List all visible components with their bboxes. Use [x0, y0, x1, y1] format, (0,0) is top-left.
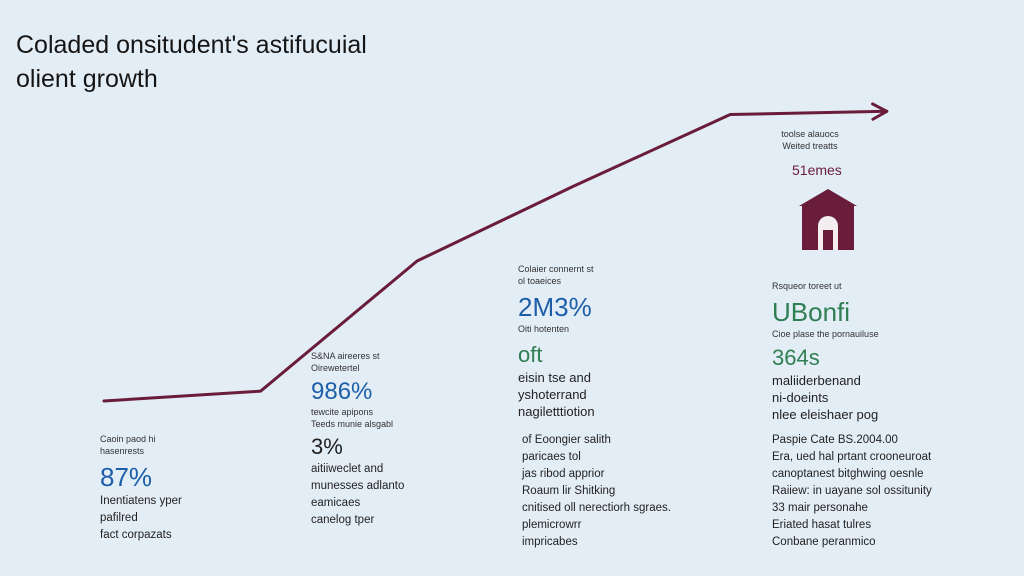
stage-4-caption: Rsqueor toreet ut	[772, 281, 842, 291]
stage-2-caption: S&NA aireeres st	[311, 351, 380, 361]
stage-4-mid-1: maliiderbenand	[772, 373, 861, 388]
stage-4-notes: Paspie Cate BS.2004.00 Era, ued hal prta…	[772, 432, 1012, 551]
stage-1: Caoin paod hi hasenrests 87% Inentiatens…	[100, 433, 250, 544]
stage-3-line-3: jas ribod apprior	[522, 468, 605, 480]
stage-1-caption-2: hasenrests	[100, 446, 145, 456]
stage-2-sub-2: Teeds munie alsgabl	[311, 419, 394, 429]
stage-2-value-2: 3%	[311, 434, 343, 459]
stage-4-value: UBonfi	[772, 297, 851, 327]
stage-4: Rsqueor toreet ut UBonfi Cioe plase the …	[772, 280, 1002, 423]
bank-building-icon	[799, 189, 857, 250]
stage-4-line-5: 33 mair personahe	[772, 502, 868, 514]
stage-4-top-1: toolse alauocs	[781, 129, 839, 139]
stage-4-line-6: Eriated hasat tulres	[772, 519, 872, 531]
stage-4-sub-1: Cioe plase the pornauiluse	[772, 329, 879, 339]
stage-3-sub-1: Oiti hotenten	[518, 324, 570, 334]
stage-4-line-7: Conbane peranmico	[772, 536, 876, 548]
stage-3-notes: of Eoongier salith paricaes tol jas ribo…	[522, 432, 752, 551]
growth-arrowhead	[871, 102, 889, 121]
stage-3-line-1: of Eoongier salith	[522, 434, 611, 446]
stage-4-line-3: canoptanest bitghwing oesnle	[772, 468, 924, 480]
stage-4-top-2: Weited treatts	[782, 141, 838, 151]
growth-line	[102, 109, 889, 403]
stage-3-mid-3: nagiletttiotion	[518, 404, 595, 419]
stage-4-line-4: Raiiew: in uayane sol ossitunity	[772, 485, 932, 497]
stage-2-sub-1: tewcite apipons	[311, 407, 374, 417]
stage-4-top-caption: toolse alauocs Weited treatts	[760, 128, 860, 152]
stage-3-line-6: plemicrowrr	[522, 519, 582, 531]
stage-3-line-4: Roaum lir Shitking	[522, 485, 616, 497]
stage-2-line-4: canelog tper	[311, 514, 375, 526]
stage-4-label: 51emes	[792, 162, 842, 178]
stage-4-line-2: Era, ued hal prtant crooneuroat	[772, 451, 932, 463]
stage-4-line-1: Paspie Cate BS.2004.00	[772, 434, 898, 446]
stage-1-line-3: fact corpazats	[100, 529, 172, 541]
stage-3-line-7: impricabes	[522, 536, 578, 548]
stage-3-line-2: paricaes tol	[522, 451, 581, 463]
stage-3-line-5: cnitised oll nerectiorh sgraes.	[522, 502, 671, 514]
stage-1-caption: Caoin paod hi	[100, 434, 156, 444]
stage-2-caption-2: Oirewetertel	[311, 363, 360, 373]
stage-2-line-2: munesses adlanto	[311, 480, 405, 492]
stage-1-line-2: pafilred	[100, 512, 138, 524]
stage-1-value: 87%	[100, 462, 153, 492]
stage-4-mid-3: nlee eleishaer pog	[772, 407, 879, 422]
stage-3-value-2: oft	[518, 342, 543, 367]
stage-4-value-2: 364s	[772, 345, 820, 370]
stage-3-caption: Colaier connernt st	[518, 264, 594, 274]
stage-2: S&NA aireeres st Oirewetertel 986% tewci…	[311, 350, 461, 529]
stage-3-mid-2: yshoterrand	[518, 387, 587, 402]
title-line-1: Coladed onsitudent's astifucuial	[16, 31, 367, 59]
stage-2-line-1: aitiiweclet and	[311, 463, 384, 475]
stage-3-mid-1: eisin tse and	[518, 370, 591, 385]
stage-3-caption-2: ol toaeices	[518, 276, 562, 286]
stage-3: Colaier connernt st ol toaeices 2M3% Oit…	[518, 263, 718, 420]
stage-4-mid-2: ni-doeints	[772, 390, 829, 405]
stage-3-value: 2M3%	[518, 292, 592, 322]
title-line-2: olient growth	[16, 65, 158, 93]
page-title: Coladed onsitudent's astifucuial olient …	[16, 28, 367, 96]
stage-1-line-1: Inentiatens yper	[100, 495, 182, 507]
stage-2-value: 986%	[311, 378, 373, 405]
stage-2-line-3: eamicaes	[311, 497, 361, 509]
